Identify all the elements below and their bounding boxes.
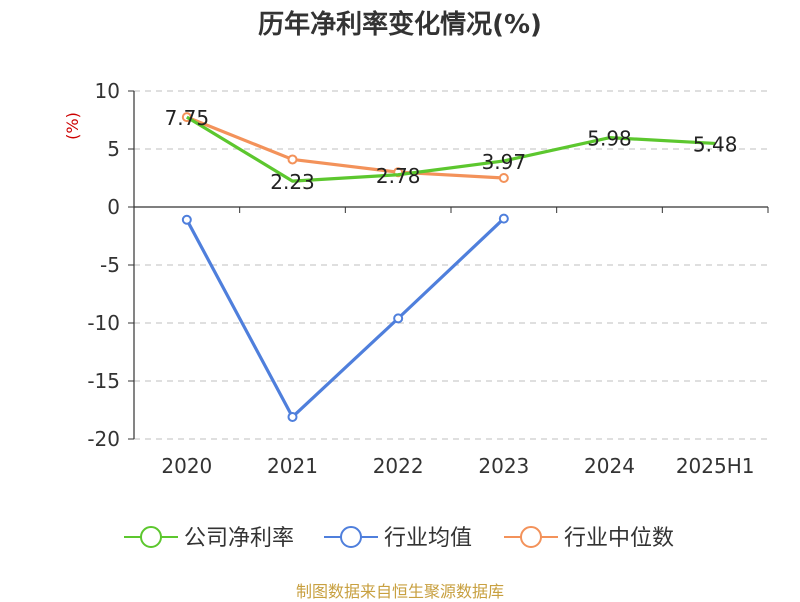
data-source-note: 制图数据来自恒生聚源数据库 (295, 582, 504, 601)
data-label: 2.23 (270, 170, 315, 194)
y-tick-label: -15 (87, 369, 120, 393)
data-label-layer: 7.75 2.23 2.78 3.97 5.98 5.48 (165, 106, 738, 194)
legend-swatch-marker (520, 526, 542, 548)
series-layer (181, 112, 716, 422)
data-label: 7.75 (165, 106, 210, 130)
y-axis-label: (%) (63, 112, 82, 140)
series-line (185, 217, 505, 419)
x-tick-label: 2022 (373, 454, 424, 478)
data-point (498, 213, 509, 224)
data-point (181, 214, 192, 225)
y-tick-label: 5 (107, 137, 120, 161)
y-tick-label: -10 (87, 311, 120, 335)
legend: 公司净利率 行业均值 行业中位数 (124, 526, 674, 551)
legend-swatch-marker (140, 526, 162, 548)
x-tick-label: 2024 (584, 454, 635, 478)
x-tick-label: 2025H1 (676, 454, 755, 478)
y-tick-label: 0 (107, 195, 120, 219)
legend-swatch-marker (340, 526, 362, 548)
x-tick-label: 2023 (478, 454, 529, 478)
legend-item: 行业中位数 (504, 526, 674, 551)
legend-item: 公司净利率 (124, 526, 294, 551)
data-label: 5.98 (587, 127, 632, 151)
data-label: 5.48 (693, 132, 738, 156)
grid-layer (134, 90, 768, 440)
legend-label: 公司净利率 (184, 526, 294, 551)
data-point (287, 411, 298, 422)
legend-label: 行业均值 (384, 526, 472, 551)
data-point (287, 154, 298, 165)
data-label: 2.78 (376, 164, 421, 188)
series-line (186, 115, 504, 180)
series-line (186, 115, 716, 183)
x-tick-label: 2020 (161, 454, 212, 478)
y-tick-label: 10 (95, 79, 120, 103)
data-label: 3.97 (482, 150, 527, 174)
legend-item: 行业均值 (324, 526, 472, 551)
chart-title: 历年净利率变化情况(%) (258, 10, 542, 40)
y-tick-label: -20 (87, 427, 120, 451)
x-tick-label: 2021 (267, 454, 318, 478)
axis-layer: 10 5 0 -5 -10 -15 -20 (%) 2020 2021 2022 2023 2024 20… (63, 79, 769, 478)
data-point (498, 173, 509, 183)
y-tick-label: -5 (100, 253, 120, 277)
legend-label: 行业中位数 (564, 526, 674, 551)
data-point (393, 313, 404, 324)
